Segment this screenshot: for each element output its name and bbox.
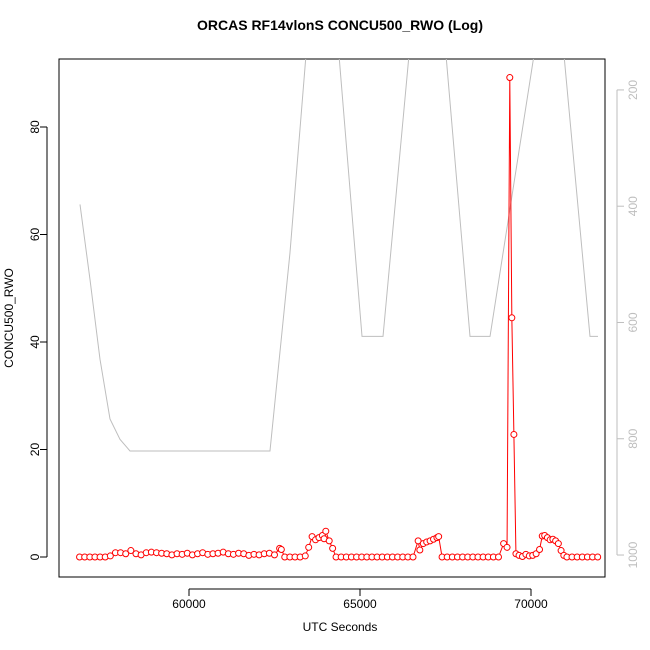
data-point [594,553,602,561]
plot-area [76,59,602,561]
y-tick-label: 60 [28,228,42,242]
data-point [435,533,443,541]
data-point [503,543,511,551]
chart-title: ORCAS RF14vlonS CONCU500_RWO (Log) [197,17,483,33]
y-tick-label: 0 [28,553,42,560]
data-point [322,527,330,535]
x-axis-label: UTC Seconds [303,620,378,634]
data-point [329,544,337,552]
data-point [536,545,544,553]
y2-tick-label: 1000 [626,541,640,568]
data-point [305,543,313,551]
data-point [510,430,518,438]
data-point [325,537,333,545]
data-point [416,546,424,554]
data-point [554,540,562,548]
data-point [409,553,417,561]
data-point [506,74,514,82]
y2-tick-label: 800 [626,428,640,448]
plot-frame [58,58,606,578]
x-tick-label: 70000 [514,597,548,611]
x-tick-label: 65000 [343,597,377,611]
data-line [79,77,598,558]
data-point [122,550,130,558]
data-point [495,553,503,561]
y2-tick-label: 200 [626,80,640,100]
y-tick-label: 40 [28,335,42,349]
y-tick-label: 20 [28,443,42,457]
y2-tick-label: 600 [626,312,640,332]
data-line [79,59,598,452]
data-point [127,547,135,555]
data-point [106,552,114,560]
data-point [270,551,278,559]
y2-tick-label: 400 [626,196,640,216]
y-axis-label: CONCU500_RWO [2,268,16,368]
data-point [508,314,516,322]
x-tick-label: 60000 [172,597,206,611]
y-tick-label: 80 [28,120,42,134]
data-point [301,552,309,560]
data-point [277,545,285,553]
